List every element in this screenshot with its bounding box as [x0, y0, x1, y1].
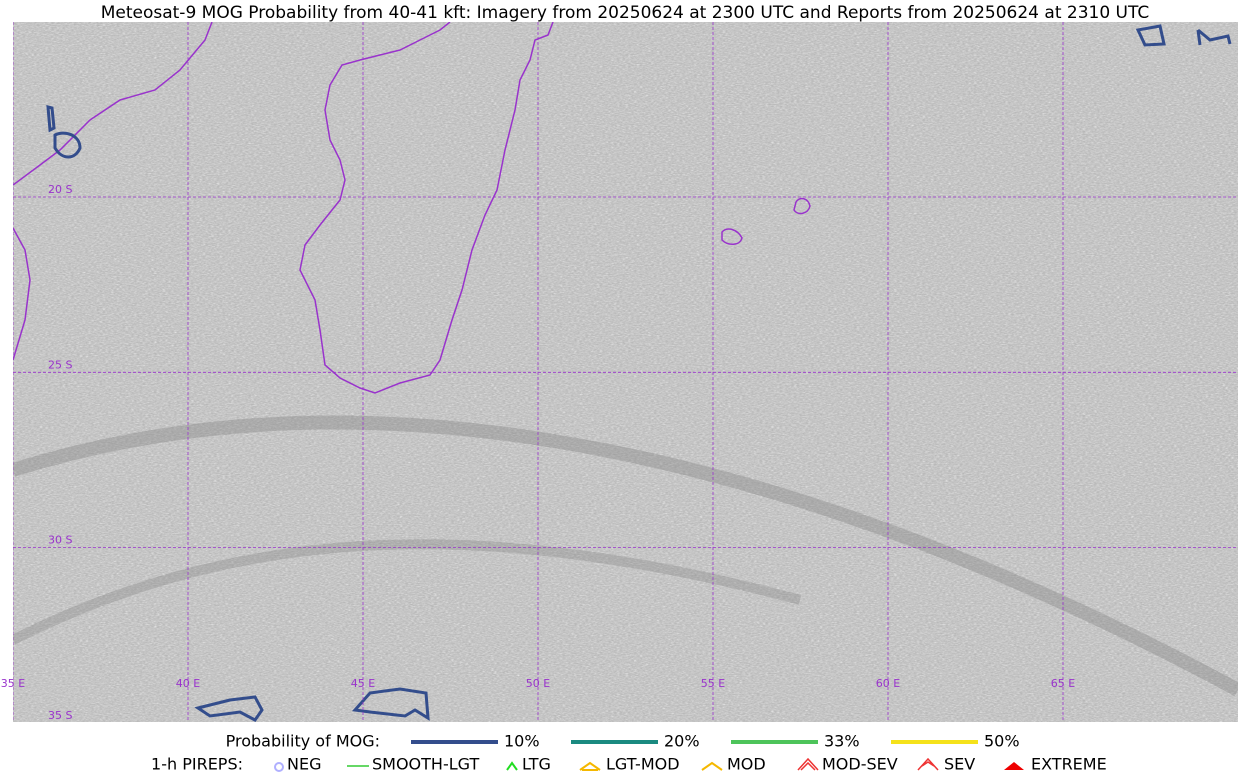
legend-label: LGT-MOD — [606, 755, 680, 774]
icon-neg — [274, 762, 284, 772]
lon-label: 65 E — [1051, 677, 1075, 690]
lon-label: 45 E — [351, 677, 375, 690]
contour-10 — [53, 131, 82, 159]
legend-label: EXTREME — [1031, 755, 1107, 774]
legend-label: SEV — [944, 755, 975, 774]
legend-label: 20% — [664, 732, 700, 751]
lon-label: 35 E — [1, 677, 25, 690]
legend: Probability of MOG: 10% 20% 33% 50% 1-h PIR… — [151, 732, 1107, 774]
wave-band — [13, 415, 1238, 697]
graticule — [13, 22, 1238, 722]
coastline — [13, 22, 213, 186]
coastline — [13, 227, 31, 361]
map — [13, 22, 1238, 722]
contour-10 — [46, 105, 56, 133]
lat-label: 25 S — [48, 358, 72, 371]
contour-10 — [1135, 24, 1166, 47]
contour-10 — [1196, 28, 1232, 46]
contour-10 — [194, 695, 264, 722]
contour-10 — [352, 687, 430, 721]
icon-sev — [917, 757, 939, 771]
icon-ltg — [506, 761, 518, 771]
legend-label: NEG — [287, 755, 321, 774]
legend-label: MOD — [727, 755, 766, 774]
legend-label: MOD-SEV — [822, 755, 898, 774]
lon-label: 50 E — [526, 677, 550, 690]
legend-label: 50% — [984, 732, 1020, 751]
legend-label: SMOOTH-LGT — [372, 755, 479, 774]
lat-label: 20 S — [48, 183, 72, 196]
legend-label: 10% — [504, 732, 540, 751]
icon-mod-sev — [797, 757, 819, 771]
icon-mod — [701, 761, 723, 771]
legend-title: Probability of MOG: — [226, 732, 380, 751]
legend-label: 33% — [824, 732, 860, 751]
graticule-labels: 20 S 25 S 30 S 35 S 35 E 40 E 45 E 50 E 55 E 60 E… — [1, 183, 1075, 722]
lon-label: 55 E — [701, 677, 725, 690]
lon-label: 60 E — [876, 677, 900, 690]
legend-title: 1-h PIREPS: — [151, 755, 243, 774]
icon-extreme — [1004, 762, 1024, 770]
lat-label: 35 S — [48, 709, 72, 722]
title: Meteosat-9 MOG Probability from 40-41 kf… — [101, 3, 1150, 23]
lat-label: 30 S — [48, 534, 72, 547]
island — [721, 228, 743, 245]
madagascar-coast — [299, 22, 554, 394]
lon-label: 40 E — [176, 677, 200, 690]
icon-lgt-mod — [579, 761, 601, 771]
legend-label: LTG — [522, 755, 551, 774]
island — [793, 197, 811, 215]
wave-band — [13, 539, 802, 645]
pirep-icons — [274, 757, 1024, 772]
